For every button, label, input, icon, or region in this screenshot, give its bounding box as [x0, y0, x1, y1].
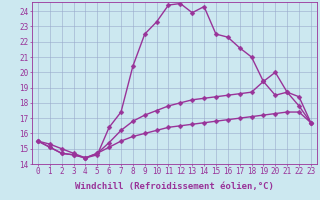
X-axis label: Windchill (Refroidissement éolien,°C): Windchill (Refroidissement éolien,°C) — [75, 182, 274, 191]
